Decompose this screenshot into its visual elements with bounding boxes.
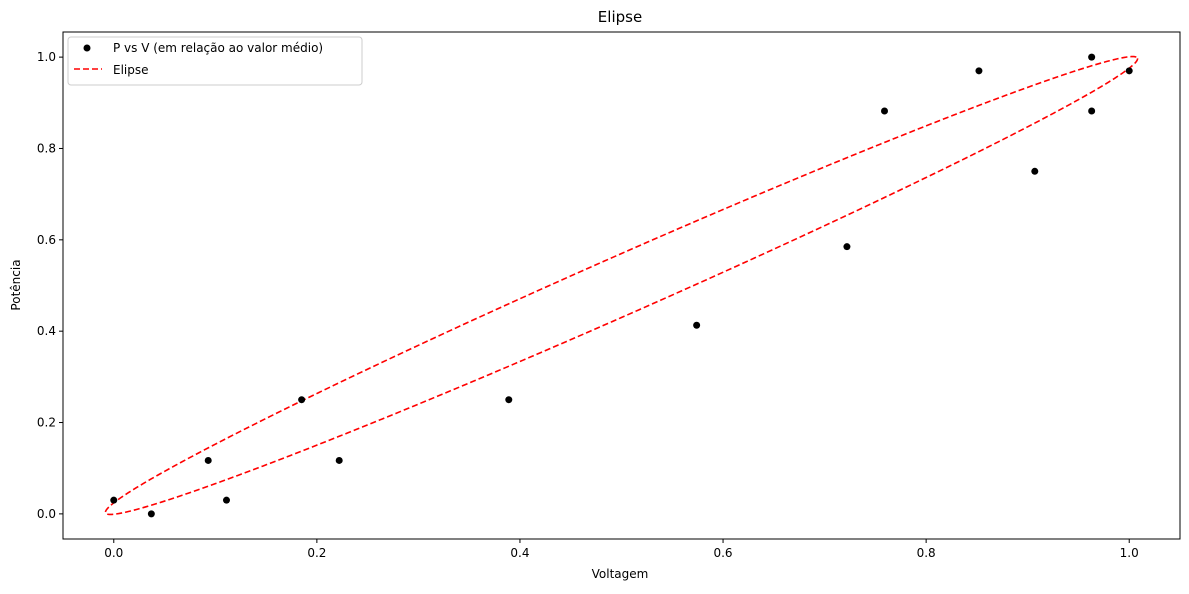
y-tick-label: 0.2 [37,416,56,430]
y-axis-ticks: 0.0 0.2 0.4 0.6 0.8 1.0 [37,50,63,521]
data-point [110,496,118,504]
data-point [1125,67,1133,75]
x-tick-label: 0.6 [713,546,732,560]
x-tick-label: 0.4 [510,546,529,560]
plot-area: 0.0 0.2 0.4 0.6 0.8 1.0 0.0 0.2 0.4 0.6 0.8 1.0 [37,31,1181,560]
data-point [505,396,513,404]
data-point [975,67,983,75]
data-point [298,396,306,404]
x-tick-label: 0.0 [104,546,123,560]
x-tick-label: 0.8 [917,546,936,560]
data-point [1031,167,1039,175]
y-tick-label: 0.0 [37,507,56,521]
y-tick-label: 1.0 [37,50,56,64]
data-point [693,321,701,329]
data-point [881,107,889,115]
legend-label-ellipse: Elipse [113,63,149,77]
x-tick-label: 0.2 [307,546,326,560]
plot-frame [62,31,1181,540]
data-point [843,243,851,251]
y-tick-label: 0.8 [37,141,56,155]
legend-label-scatter: P vs V (em relação ao valor médio) [113,41,323,55]
data-point [1088,107,1096,115]
scatter-points [110,53,1133,518]
data-point [147,510,155,518]
chart-title: Elipse [598,8,642,26]
data-point [222,496,230,504]
y-tick-label: 0.6 [37,233,56,247]
data-point [204,456,212,464]
ellipse-line [104,55,1139,516]
legend-marker-scatter [83,44,91,52]
legend-box [67,36,363,86]
legend: P vs V (em relação ao valor médio) Elips… [67,36,363,86]
y-axis-label: Potência [9,259,23,310]
y-tick-label: 0.4 [37,324,56,338]
data-point [1088,53,1096,61]
x-axis-ticks: 0.0 0.2 0.4 0.6 0.8 1.0 [104,539,1139,560]
x-tick-label: 1.0 [1120,546,1139,560]
data-point [335,456,343,464]
x-axis-label: Voltagem [592,567,649,581]
